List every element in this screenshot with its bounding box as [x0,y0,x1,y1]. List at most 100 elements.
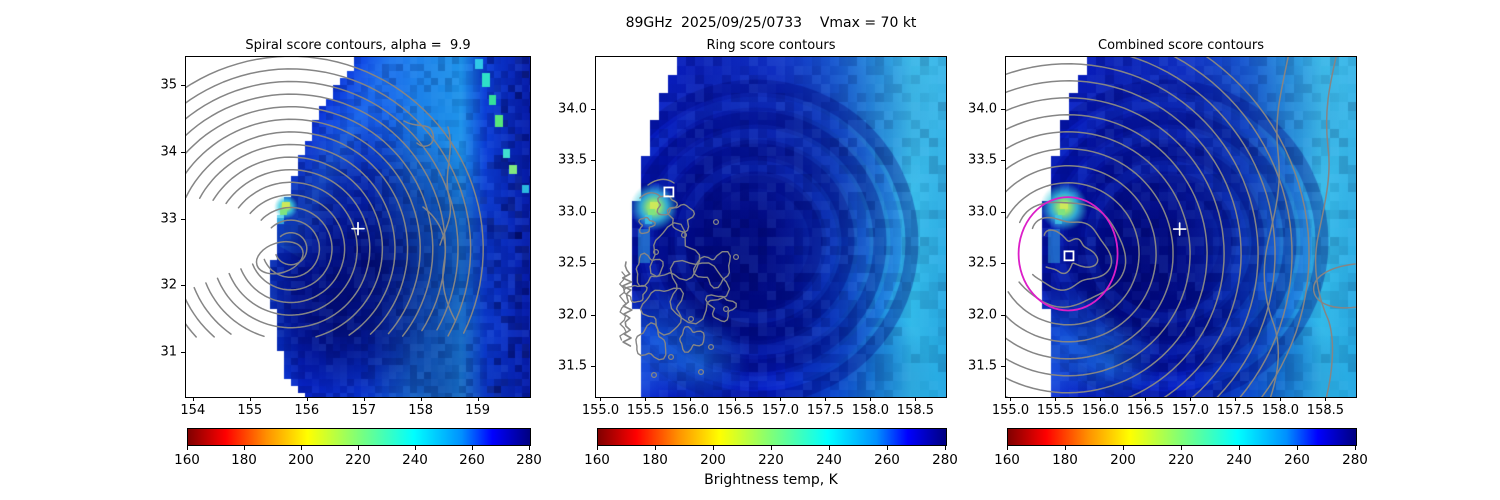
y-tick-mark [181,85,185,87]
ring-score-contour [639,287,685,336]
x-tick-mark [306,397,308,401]
y-tick-label: 34.0 [558,101,587,116]
contour-overlay [619,178,740,379]
x-tick-mark [1235,397,1237,401]
colorbar-tick-mark [829,446,830,450]
colorbar-tick-label: 280 [516,452,542,468]
colorbar-tick-label: 180 [231,452,257,468]
ring-score-contour [635,322,667,361]
y-tick-mark [181,151,185,153]
x-tick-mark [192,397,194,401]
colorbar-tick-mark [945,446,946,450]
x-tick-mark [870,397,872,401]
colorbar-tick-label: 160 [584,452,610,468]
y-tick-label: 33 [160,211,177,227]
spiral-score-contour [186,131,409,338]
x-tick-label: 155.0 [991,403,1030,418]
spiral-score-contour [216,168,371,329]
brightness-temperature-image [596,57,946,397]
y-tick-label: 32 [160,277,177,293]
ring-score-contour-dot [732,253,740,261]
combined-score-contour [1006,80,1242,397]
y-tick-mark [1001,314,1005,316]
spiral-score-contour [439,126,452,246]
x-tick-label: 156.5 [1126,403,1165,418]
ring-score-contour [623,284,648,303]
combined-score-contour [1031,216,1113,291]
x-tick-mark [825,397,827,401]
colorbar-tick-label: 240 [1226,452,1252,468]
colorbar-tick-mark [1239,446,1240,450]
x-tick-mark [690,397,692,401]
x-tick-label: 155.5 [626,403,665,418]
combined-score-contour [1006,63,1259,397]
colorbar-axis-label: Brightness temp, K [704,472,838,488]
colorbar-tick-mark [529,446,530,450]
ring-score-contour-dot [650,371,658,379]
combined-score-contour [1173,57,1293,397]
colorbar-tick-label: 260 [1284,452,1310,468]
x-tick-label: 155 [237,403,263,418]
spiral-score-contour [186,57,484,334]
ring-score-contour [656,195,679,216]
colorbar-tick-label: 260 [459,452,485,468]
spiral-score-contour [186,68,472,337]
y-tick-mark [1001,160,1005,162]
x-tick-label: 158.5 [1306,403,1345,418]
y-tick-label: 32.0 [968,307,997,323]
x-tick-label: 156.0 [1081,403,1120,418]
panel-ring-plot-area [595,56,947,398]
colorbar-tick-mark [1065,446,1066,450]
figure-suptitle: 89GHz 2025/09/25/0733 Vmax = 70 kt [625,15,917,31]
combined-score-contour [1006,131,1191,377]
x-tick-label: 158.5 [896,403,935,418]
ring-score-contour [693,251,731,289]
combined-score-contour [1043,229,1099,275]
colorbar-tick-mark [187,446,188,450]
x-tick-mark [1145,397,1147,401]
panel-spiral-title: Spiral score contours, alpha = 9.9 [245,38,471,53]
y-tick-mark [1001,263,1005,265]
x-tick-mark [1190,397,1192,401]
y-tick-label: 31.5 [968,358,997,374]
brightness-temperature-image [1006,57,1356,397]
best-center-circle [1017,196,1119,312]
ring-score-contour [635,252,664,287]
x-tick-mark [420,397,422,401]
ring-score-contour-dot [722,305,730,313]
spiral-score-contour [186,105,434,337]
y-tick-mark [181,218,185,220]
y-tick-mark [181,285,185,287]
colorbar-tick-label: 180 [1052,452,1078,468]
colorbar-tick-label: 240 [402,452,428,468]
ring-score-contour-dot [652,248,660,256]
ring-score-contour-dot [687,315,695,323]
storm-center-plus-marker [1172,222,1187,236]
colorbar-spiral [187,428,531,446]
combined-score-contour [1263,57,1289,397]
x-tick-mark [1010,397,1012,401]
colorbar-tick-label: 260 [874,452,900,468]
x-tick-label: 159 [465,403,491,418]
x-tick-mark [249,397,251,401]
score-max-square-marker [663,186,675,198]
x-tick-label: 156.5 [716,403,755,418]
x-tick-label: 157.0 [761,403,800,418]
colorbar-tick-label: 200 [288,452,314,468]
ring-score-contour-dot [667,353,675,361]
colorbar-tick-mark [1123,446,1124,450]
combined-score-contour [1205,57,1310,397]
ring-score-contour [647,178,675,186]
x-tick-label: 157.5 [1216,403,1255,418]
y-tick-label: 35 [160,77,177,93]
panel-ring-title: Ring score contours [706,38,836,53]
x-tick-mark [363,397,365,401]
y-tick-label: 33.0 [558,204,587,220]
y-tick-label: 31.5 [558,358,587,374]
y-tick-mark [591,211,595,213]
spiral-score-contour [205,156,384,338]
colorbar-tick-mark [1007,446,1008,450]
spiral-score-contour [275,231,308,266]
spiral-score-contour [186,80,459,331]
